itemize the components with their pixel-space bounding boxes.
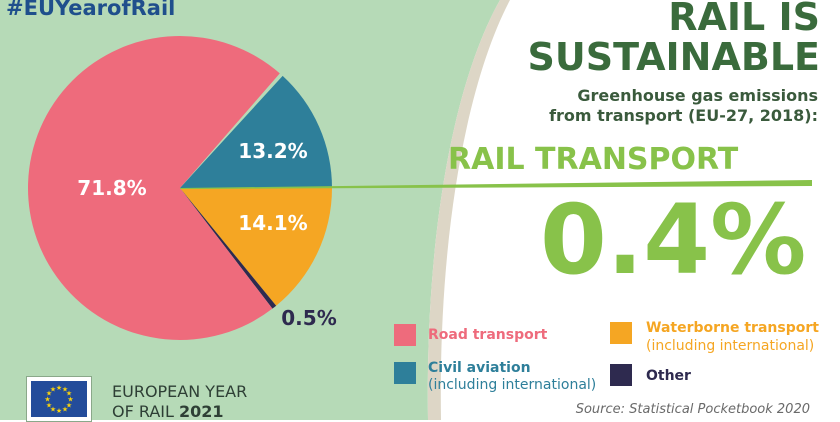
eu-year-line2-prefix: OF RAIL — [112, 402, 174, 421]
legend-label-waterborne: Waterborne transport — [646, 320, 819, 336]
eu-year-line1: EUROPEAN YEAR — [112, 382, 248, 401]
pie-slice-road-transport — [27, 35, 280, 340]
pie-slice-other — [180, 188, 277, 309]
pie-label-other: 0.5% — [281, 306, 336, 330]
legend-sub-waterborne: (including international) — [646, 338, 815, 354]
eu-year-of-rail-text: EUROPEAN YEAR OF RAIL 2021 — [112, 382, 247, 422]
subtitle-line2: from transport (EU-27, 2018): — [549, 106, 818, 125]
pie-slice-rail-transport — [180, 180, 812, 189]
svg-text:★: ★ — [56, 384, 62, 392]
svg-text:★: ★ — [62, 386, 68, 394]
legend-swatch-other — [610, 364, 632, 386]
pie-label-civil-aviation: 13.2% — [238, 139, 307, 163]
legend-label-road: Road transport — [428, 327, 548, 343]
svg-text:★: ★ — [46, 390, 52, 398]
eu-logo: ★ ★ ★ ★ ★ ★ ★ ★ ★ ★ ★ ★ — [26, 376, 92, 422]
page-title-line2: SUSTAINABLE — [527, 35, 820, 79]
page-title-line1: RAIL IS — [668, 0, 820, 39]
svg-text:★: ★ — [56, 407, 62, 415]
svg-text:★: ★ — [50, 386, 56, 394]
eu-stars-icon: ★ ★★ ★★★ ★★★ ★★★ — [44, 384, 73, 415]
svg-text:★: ★ — [46, 402, 52, 410]
beige-accent-stripe — [427, 0, 510, 420]
legend-swatch-aviation — [394, 362, 416, 384]
pie-label-waterborne-transport: 14.1% — [238, 211, 307, 235]
legend-swatch-waterborne — [610, 322, 632, 344]
eu-flag-icon: ★ ★ ★ ★ ★ ★ ★ ★ ★ ★ ★ ★ — [31, 381, 87, 417]
svg-text:★: ★ — [62, 406, 68, 414]
eu-year-line2: OF RAIL 2021 — [112, 402, 247, 422]
pie-label-road-transport: 71.8% — [77, 176, 146, 200]
pie-slice-civil-aviation — [180, 75, 332, 188]
legend-sub-aviation: (including international) — [428, 377, 597, 393]
legend-label-aviation: Civil aviation — [428, 360, 531, 376]
legend-label-other: Other — [646, 368, 691, 384]
legend-swatch-road — [394, 324, 416, 346]
svg-text:★: ★ — [44, 396, 50, 404]
hashtag: #EUYearofRail — [6, 0, 176, 20]
pie-slice-waterborne-transport — [180, 188, 332, 306]
svg-text:★: ★ — [66, 390, 72, 398]
eu-year-number: 2021 — [179, 402, 224, 421]
svg-text:★: ★ — [67, 396, 73, 404]
svg-text:★: ★ — [50, 406, 56, 414]
rail-transport-label: RAIL TRANSPORT — [448, 142, 739, 177]
subtitle-line1: Greenhouse gas emissions — [577, 86, 818, 105]
svg-text:★: ★ — [66, 402, 72, 410]
source-note: Source: Statistical Pocketbook 2020 — [575, 402, 810, 417]
rail-transport-value: 0.4% — [540, 184, 807, 296]
subtitle: Greenhouse gas emissions from transport … — [549, 86, 818, 126]
